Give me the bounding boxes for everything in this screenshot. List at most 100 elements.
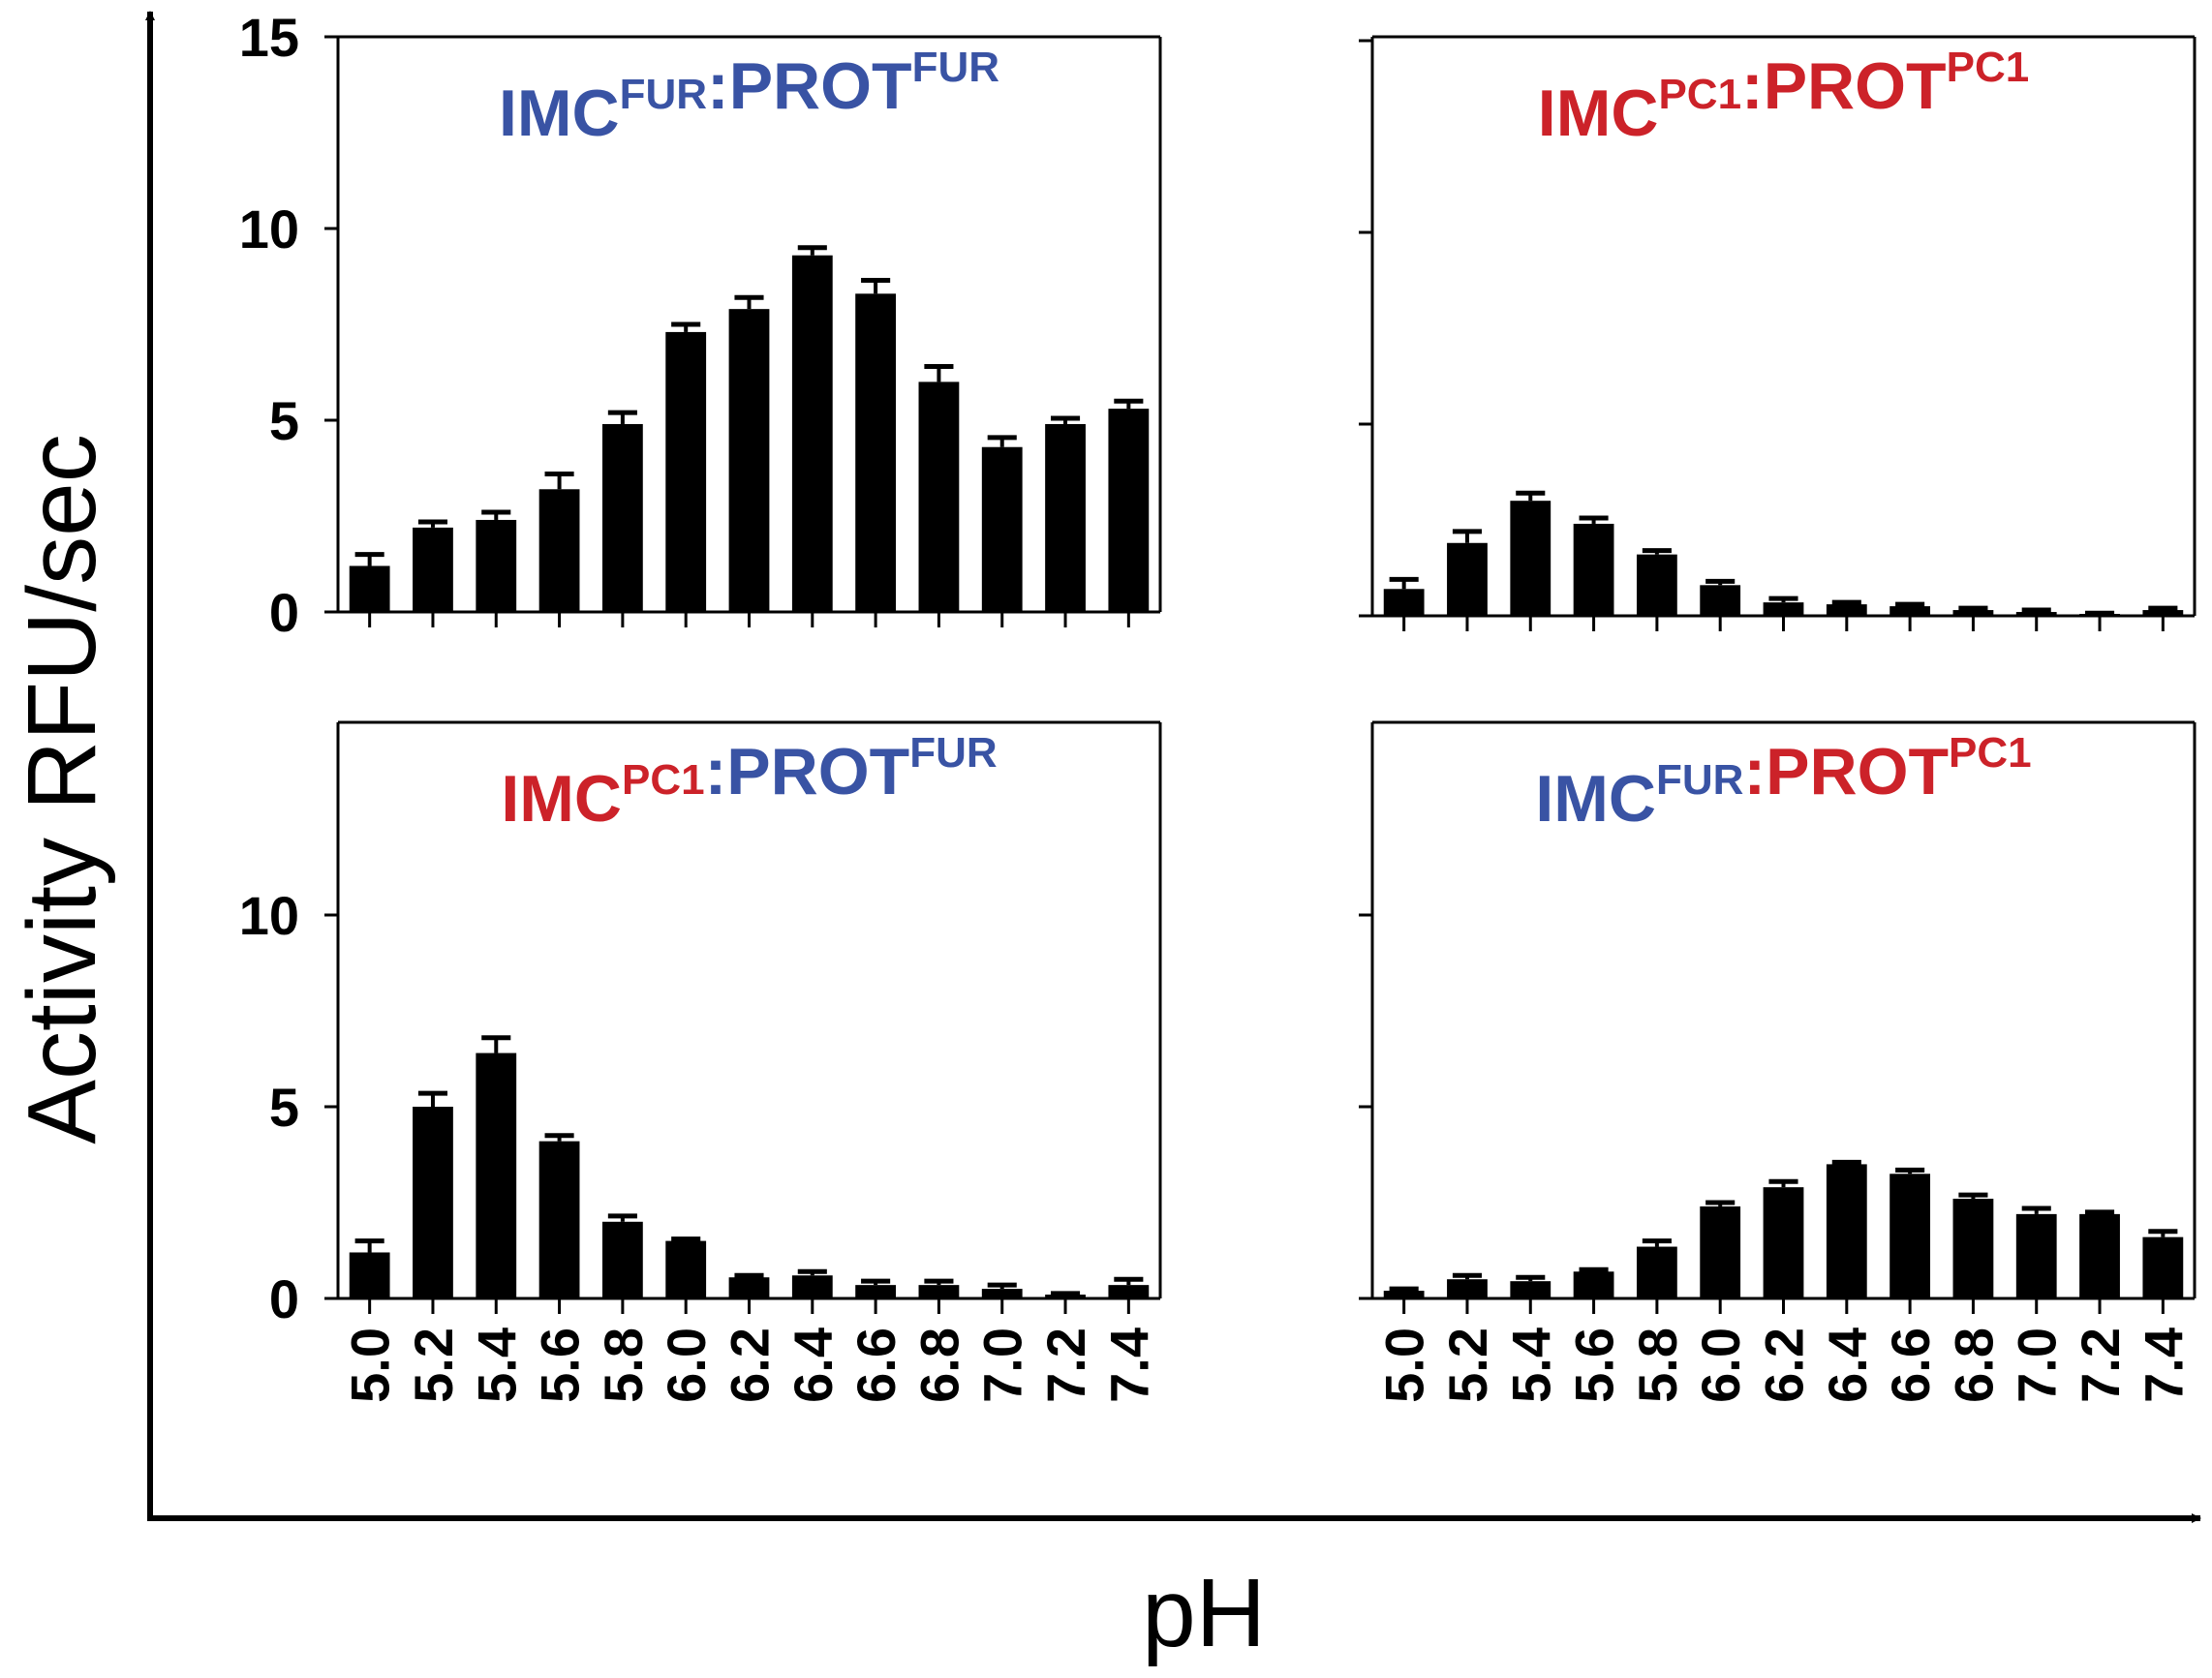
top-left-title-part-2: PROT — [729, 49, 912, 123]
bottom-left-title-part-1: : — [705, 735, 727, 808]
top-left-bar-6.4 — [791, 255, 833, 612]
top-right-bar-7.4 — [2142, 610, 2184, 616]
bottom-left-bar-6.6 — [855, 1285, 897, 1298]
bottom-right-title-part-0: IMC — [1535, 762, 1656, 836]
bottom-right-category-label-5.0: 5.0 — [1374, 1327, 1435, 1403]
bottom-right-bar-6.8 — [1952, 1199, 1994, 1298]
top-left-title-sup-0: FUR — [620, 71, 707, 118]
top-left-title-part-1: : — [707, 49, 729, 123]
top-right-title-sup-0: PC1 — [1658, 71, 1741, 118]
bottom-left-category-label-6.2: 6.2 — [720, 1327, 781, 1403]
top-left-bar-6.6 — [855, 293, 897, 612]
top-left-title-part-0: IMC — [499, 76, 620, 150]
bottom-right-title-sup-2: PC1 — [1949, 729, 2032, 777]
bottom-right-bar-5.4 — [1510, 1281, 1551, 1298]
top-right-bar-6.4 — [1826, 604, 1867, 616]
panel-top-right: IMCPC1:PROTPC1 — [1359, 35, 2197, 631]
bottom-left-category-label-7.4: 7.4 — [1098, 1327, 1159, 1403]
bottom-left-title-part-2: PROT — [726, 735, 909, 808]
bottom-left-ytick-label-0: 0 — [269, 1268, 299, 1329]
top-left-ytick-label-5: 5 — [269, 390, 299, 451]
bottom-left-category-label-5.2: 5.2 — [403, 1327, 464, 1403]
panel-bottom-left: 0 5 10 5.0 5.2 5.4 5.6 5.8 6.0 6.2 6.4 6.6 6.8 7.0 7.2… — [239, 720, 1162, 1403]
bottom-right-category-label-7.0: 7.0 — [2007, 1327, 2068, 1403]
bottom-right-category-label-6.0: 6.0 — [1690, 1327, 1751, 1403]
bottom-left-category-label-6.0: 6.0 — [656, 1327, 717, 1403]
bottom-left-category-label-5.0: 5.0 — [340, 1327, 401, 1403]
bottom-left-bar-5.8 — [601, 1221, 643, 1298]
bottom-left-bar-7.4 — [1108, 1285, 1150, 1298]
bottom-left-title-sup-2: FUR — [909, 729, 997, 777]
bottom-left-bar-6.2 — [728, 1277, 770, 1298]
bottom-left-bar-5.4 — [476, 1053, 517, 1298]
bottom-right-category-label-7.4: 7.4 — [2133, 1327, 2194, 1403]
top-right-bar-5.8 — [1636, 554, 1677, 616]
bottom-right-category-label-5.8: 5.8 — [1627, 1327, 1688, 1403]
top-left-title: IMCFUR:PROTFUR — [499, 44, 999, 150]
bottom-right-category-label-6.4: 6.4 — [1817, 1327, 1878, 1403]
bottom-left-category-label-5.8: 5.8 — [593, 1327, 654, 1403]
bottom-left-category-label-6.4: 6.4 — [783, 1327, 844, 1403]
top-left-bar-7.2 — [1045, 423, 1086, 612]
bottom-right-category-label-5.4: 5.4 — [1500, 1327, 1561, 1403]
top-right-bar-6.8 — [1952, 610, 1994, 616]
bottom-right-category-label-5.2: 5.2 — [1437, 1327, 1498, 1403]
bottom-left-category-label-5.4: 5.4 — [466, 1327, 527, 1403]
bottom-left-bar-5.2 — [413, 1107, 453, 1298]
panel-bottom-right: 5.0 5.2 5.4 5.6 5.8 6.0 6.2 6.4 6.6 6.8 7.0 7.2 7.4 I… — [1359, 720, 2197, 1403]
bottom-left-category-label-6.8: 6.8 — [908, 1327, 969, 1403]
top-right-bar-7.0 — [2015, 612, 2057, 616]
top-right-bar-6.6 — [1889, 606, 1931, 616]
top-left-bar-7.0 — [981, 446, 1023, 612]
bottom-right-title-sup-0: FUR — [1656, 756, 1743, 804]
bottom-right-title-part-1: : — [1743, 735, 1766, 808]
bottom-right-bar-5.0 — [1383, 1291, 1425, 1298]
top-right-title-part-2: PROT — [1764, 49, 1947, 123]
bottom-right-category-label-5.6: 5.6 — [1564, 1327, 1625, 1403]
top-right-title-sup-2: PC1 — [1947, 44, 2030, 91]
top-left-ytick-label-10: 10 — [239, 198, 299, 259]
bottom-left-title: IMCPC1:PROTFUR — [501, 729, 997, 836]
top-right-bar-6.2 — [1763, 602, 1804, 616]
bottom-left-title-sup-0: PC1 — [622, 756, 705, 804]
bottom-left-bar-5.0 — [349, 1252, 390, 1298]
bottom-right-bar-7.4 — [2142, 1236, 2184, 1298]
bottom-left-bar-5.6 — [538, 1141, 580, 1298]
top-right-title-part-0: IMC — [1538, 76, 1659, 150]
bottom-right-bar-7.0 — [2015, 1213, 2057, 1298]
bottom-right-bar-5.6 — [1573, 1271, 1614, 1298]
top-right-title: IMCPC1:PROTPC1 — [1538, 44, 2029, 150]
top-left-bar-6.2 — [728, 309, 770, 612]
bottom-right-bar-7.2 — [2079, 1213, 2120, 1298]
bottom-right-bar-6.4 — [1826, 1164, 1867, 1298]
bottom-left-category-label-5.6: 5.6 — [530, 1327, 591, 1403]
top-right-bar-6.0 — [1700, 585, 1741, 616]
top-left-bar-5.6 — [538, 489, 580, 612]
bottom-left-bar-6.4 — [791, 1275, 833, 1298]
bottom-left-category-label-6.6: 6.6 — [845, 1327, 906, 1403]
bottom-left-bar-6.0 — [665, 1240, 707, 1298]
bottom-right-title-part-2: PROT — [1766, 735, 1949, 808]
top-right-bar-5.6 — [1573, 523, 1614, 616]
bottom-right-category-label-7.2: 7.2 — [2070, 1327, 2131, 1403]
bottom-right-bar-6.2 — [1763, 1187, 1804, 1298]
bottom-right-bar-6.6 — [1889, 1174, 1931, 1298]
top-left-bar-5.2 — [413, 527, 453, 612]
top-left-bar-5.0 — [349, 565, 390, 612]
bottom-right-bar-5.2 — [1447, 1279, 1488, 1298]
bottom-right-title: IMCFUR:PROTPC1 — [1535, 729, 2031, 836]
bottom-left-bar-7.2 — [1045, 1295, 1086, 1298]
top-left-bar-7.4 — [1108, 409, 1150, 612]
x-axis-title: pH — [1142, 1559, 1266, 1667]
top-right-bar-5.2 — [1447, 542, 1488, 616]
bottom-left-category-label-7.2: 7.2 — [1035, 1327, 1096, 1403]
y-axis-title: Activity RFU/sec — [8, 434, 116, 1144]
bottom-left-category-label-7.0: 7.0 — [972, 1327, 1033, 1403]
bottom-left-ytick-label-10: 10 — [239, 885, 299, 946]
bottom-left-ytick-label-5: 5 — [269, 1077, 299, 1138]
top-left-ytick-label-0: 0 — [269, 582, 299, 643]
top-left-bar-6.0 — [665, 331, 707, 612]
top-left-title-sup-2: FUR — [912, 44, 999, 91]
